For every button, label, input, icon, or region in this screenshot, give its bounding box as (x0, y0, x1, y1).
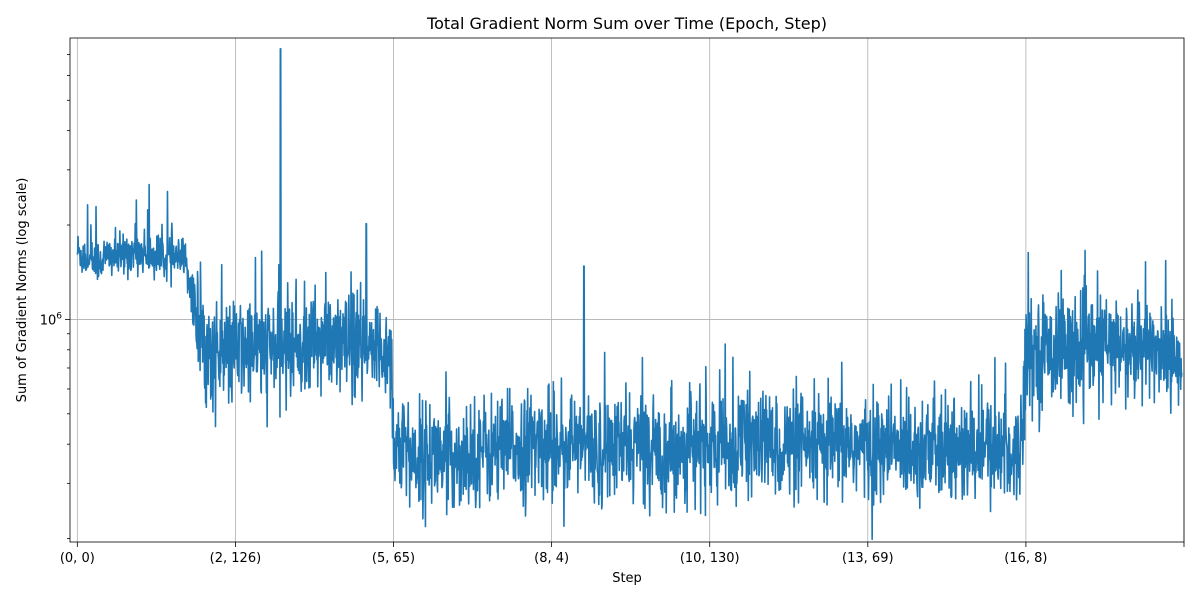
x-tick-label: (5, 65) (372, 551, 415, 566)
x-tick-label: (0, 0) (60, 551, 95, 566)
x-tick-label: (10, 130) (680, 551, 740, 566)
y-axis-label: Sum of Gradient Norms (log scale) (15, 178, 30, 403)
x-tick-label: (16, 8) (1004, 551, 1047, 566)
series-line (76, 47, 1183, 541)
y-tick-label: 106 (40, 311, 63, 328)
axes-frame (69, 37, 1185, 543)
y-axis-ticks: 106 (40, 54, 70, 539)
grid (70, 38, 1185, 542)
chart-title: Total Gradient Norm Sum over Time (Epoch… (426, 14, 827, 33)
x-tick-label: (13, 69) (842, 551, 894, 566)
x-axis-ticks: (0, 0) (2, 126) (5, 65) (8, 4) (10, 130) (13,… (60, 542, 1185, 566)
x-tick-label: (8, 4) (534, 551, 569, 566)
x-tick-label: (2, 126) (210, 551, 262, 566)
x-axis-label: Step (612, 571, 642, 586)
plot-area (76, 47, 1183, 541)
